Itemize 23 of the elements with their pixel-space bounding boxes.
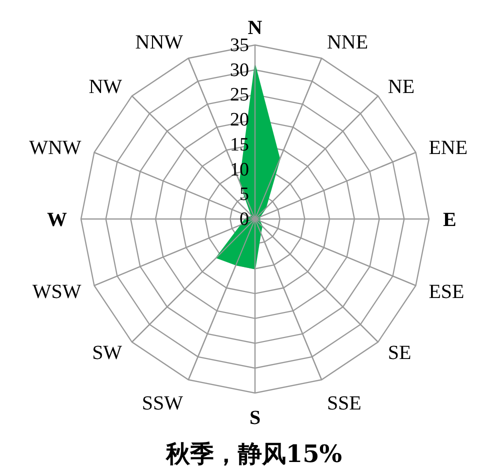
spoke-label: S <box>249 407 261 429</box>
spoke-label: NNE <box>326 31 368 54</box>
spoke-label: ESE <box>428 280 464 303</box>
spoke-label: N <box>248 17 263 39</box>
spoke-label: SSE <box>326 392 362 415</box>
spoke-label: WSW <box>32 280 82 303</box>
y-tick-label: 30 <box>230 60 249 81</box>
spoke-label: NE <box>388 76 415 98</box>
spoke-label: NNW <box>135 31 184 54</box>
spoke-label: WNW <box>29 137 82 160</box>
spoke-label: E <box>443 209 456 231</box>
spoke-label: ENE <box>428 137 468 160</box>
y-tick-label: 35 <box>230 35 249 56</box>
y-tick-label: 0 <box>240 209 249 230</box>
spoke-label: SE <box>388 342 412 364</box>
text: 秋季，静风15% <box>164 439 342 468</box>
spoke-label: NW <box>88 76 122 98</box>
y-tick-label: 25 <box>230 84 249 106</box>
spoke-label: SSW <box>142 392 184 415</box>
y-tick-label: 5 <box>240 184 249 206</box>
y-tick-label: 10 <box>230 159 249 180</box>
spoke-label: SW <box>92 342 122 364</box>
spoke-label: W <box>47 209 67 231</box>
